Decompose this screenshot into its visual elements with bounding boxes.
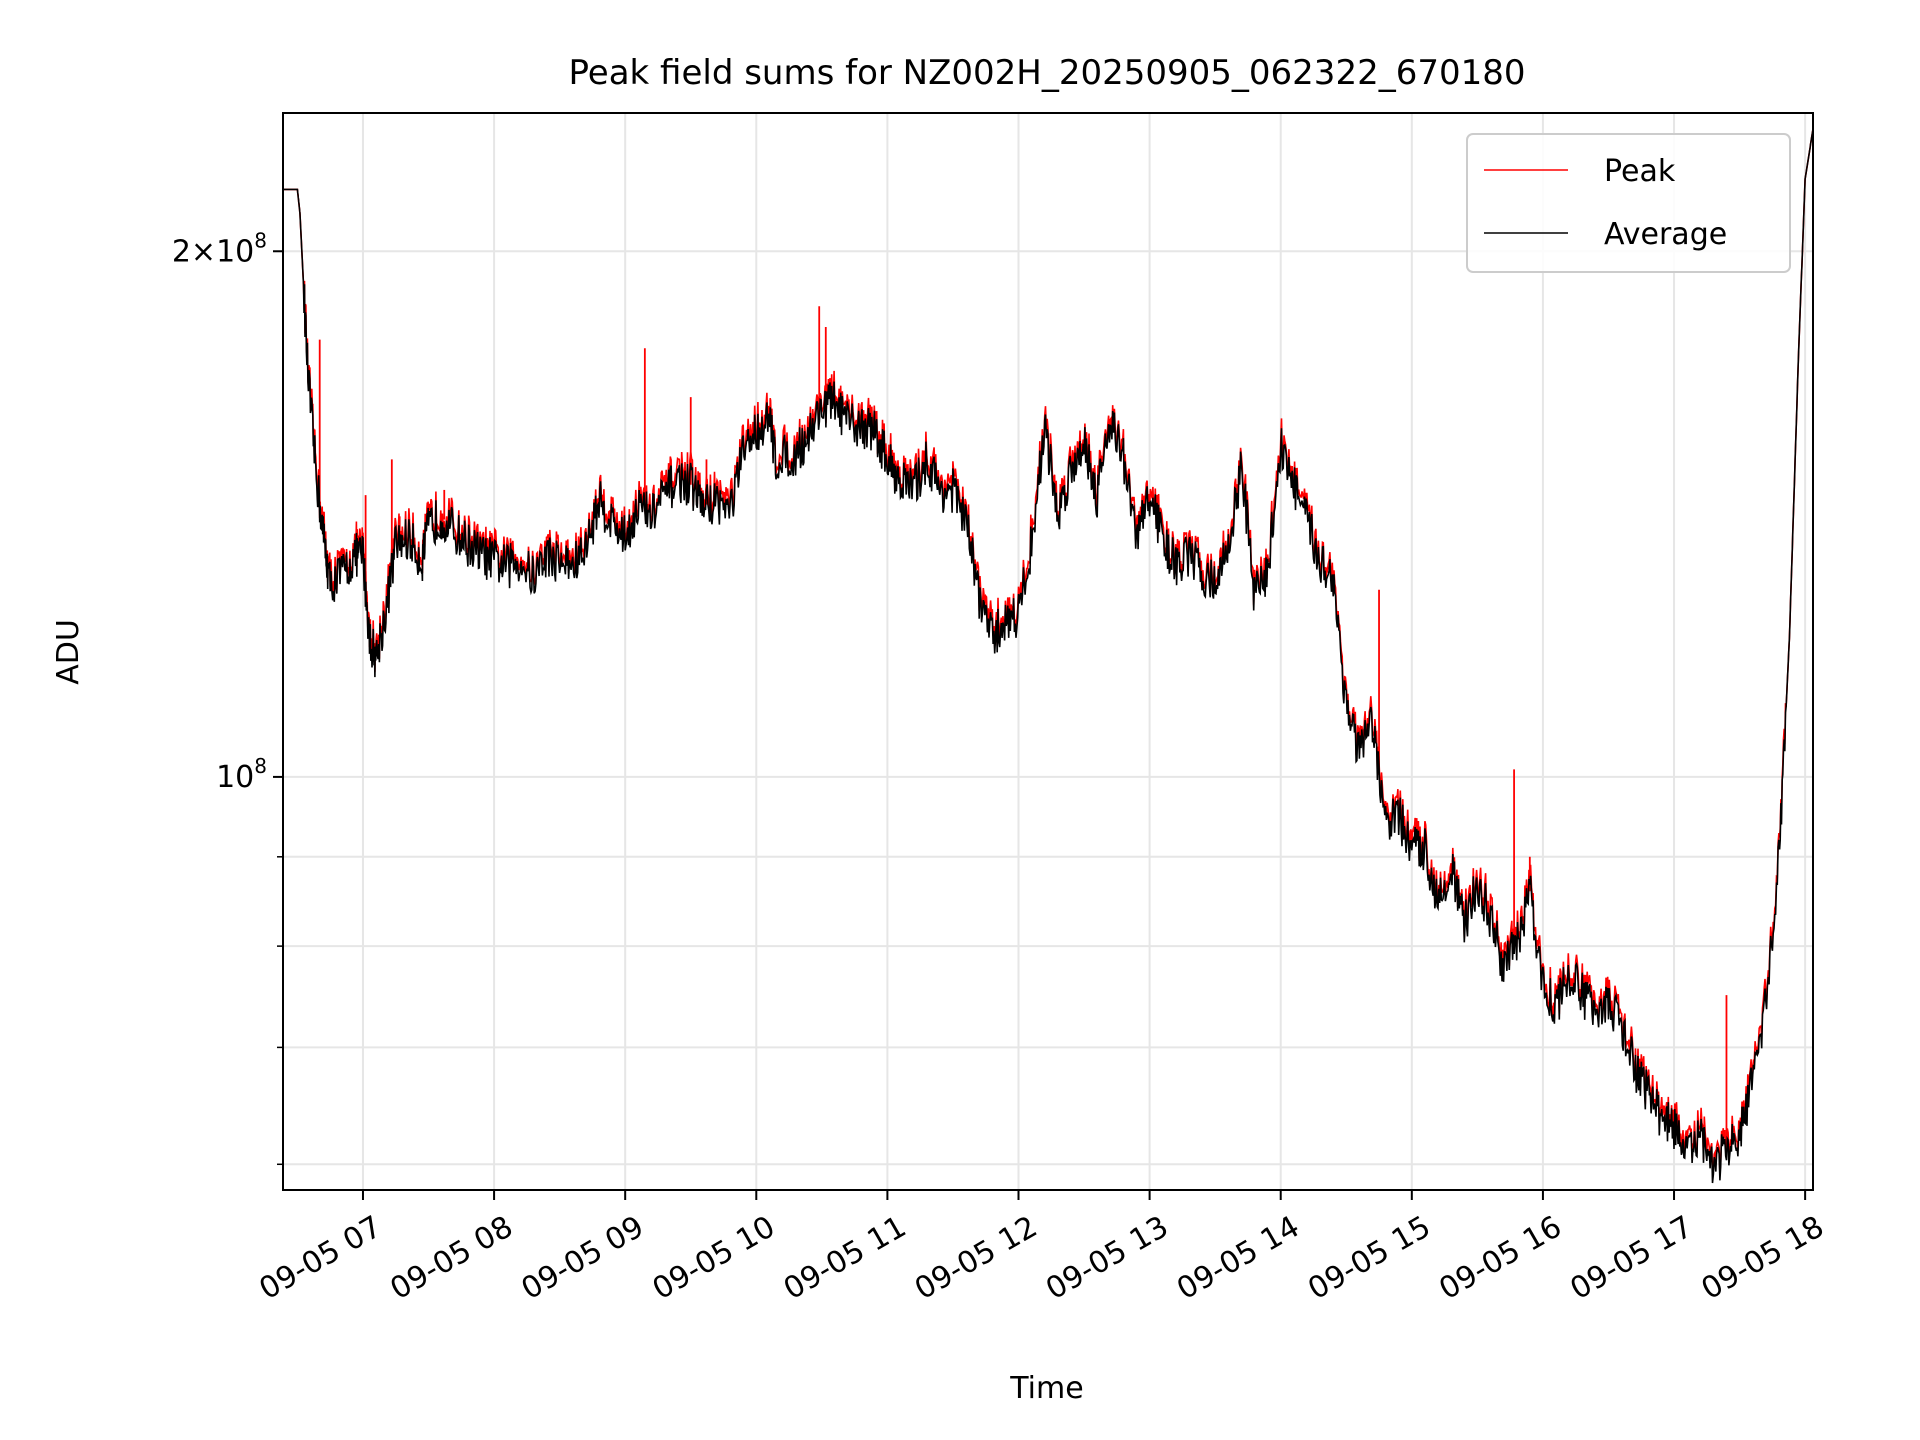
y-axis: 108 2×108 bbox=[172, 228, 283, 1166]
x-axis-label: Time bbox=[1009, 1371, 1083, 1406]
y-axis-label: ADU bbox=[51, 619, 86, 685]
average-line bbox=[283, 128, 1814, 1184]
legend-average-label: Average bbox=[1604, 217, 1727, 252]
y-tick-label: 2×108 bbox=[172, 228, 267, 269]
legend: Peak Average bbox=[1466, 133, 1791, 273]
legend-box bbox=[1466, 133, 1791, 273]
average-series bbox=[283, 128, 1814, 1184]
legend-peak-label: Peak bbox=[1604, 154, 1676, 189]
chart-title: Peak field sums for NZ002H_20250905_0623… bbox=[569, 53, 1526, 93]
plot-frame bbox=[282, 112, 1814, 1191]
y-tick-label: 108 bbox=[216, 754, 267, 795]
grid-lines bbox=[283, 113, 1813, 1190]
